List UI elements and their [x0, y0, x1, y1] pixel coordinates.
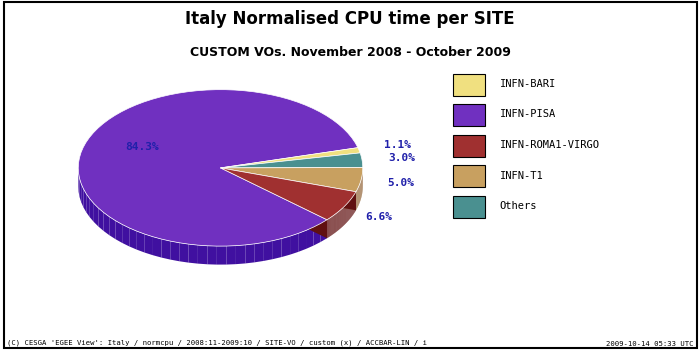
- Text: 1.1%: 1.1%: [384, 140, 412, 150]
- Text: INFN-BARI: INFN-BARI: [500, 79, 556, 89]
- Polygon shape: [94, 203, 99, 226]
- Polygon shape: [80, 178, 81, 202]
- Polygon shape: [170, 241, 179, 261]
- Text: 6.6%: 6.6%: [365, 212, 392, 222]
- Polygon shape: [246, 244, 255, 264]
- Text: 2009-10-14 05:33 UTC: 2009-10-14 05:33 UTC: [606, 341, 693, 346]
- FancyBboxPatch shape: [454, 104, 485, 126]
- Polygon shape: [220, 168, 356, 210]
- Polygon shape: [220, 168, 363, 192]
- Polygon shape: [83, 189, 86, 212]
- Polygon shape: [321, 220, 327, 242]
- Polygon shape: [220, 168, 356, 220]
- Polygon shape: [78, 90, 358, 246]
- Polygon shape: [220, 168, 327, 238]
- Polygon shape: [217, 246, 226, 265]
- Polygon shape: [273, 239, 281, 259]
- Polygon shape: [153, 237, 162, 258]
- Polygon shape: [314, 224, 321, 246]
- Text: Others: Others: [500, 201, 538, 211]
- Polygon shape: [145, 234, 153, 255]
- Polygon shape: [122, 224, 130, 246]
- Polygon shape: [220, 153, 363, 168]
- Polygon shape: [116, 221, 122, 243]
- Polygon shape: [86, 194, 90, 217]
- FancyBboxPatch shape: [454, 74, 485, 96]
- FancyBboxPatch shape: [454, 196, 485, 218]
- Text: 3.0%: 3.0%: [389, 153, 415, 163]
- Polygon shape: [298, 230, 306, 252]
- FancyBboxPatch shape: [454, 166, 485, 187]
- Text: INFN-ROMA1-VIRGO: INFN-ROMA1-VIRGO: [500, 140, 600, 150]
- Polygon shape: [220, 168, 356, 210]
- Polygon shape: [136, 231, 145, 253]
- Polygon shape: [226, 246, 236, 265]
- Polygon shape: [236, 245, 246, 264]
- Text: 84.3%: 84.3%: [125, 141, 159, 152]
- Polygon shape: [90, 199, 94, 222]
- Polygon shape: [78, 173, 80, 197]
- Text: CUSTOM VOs. November 2008 - October 2009: CUSTOM VOs. November 2008 - October 2009: [190, 46, 510, 58]
- Polygon shape: [220, 148, 360, 168]
- Text: INFN-PISA: INFN-PISA: [500, 110, 556, 119]
- Polygon shape: [104, 212, 109, 235]
- Polygon shape: [281, 236, 290, 257]
- Polygon shape: [99, 208, 104, 231]
- Polygon shape: [207, 246, 217, 265]
- Polygon shape: [179, 243, 188, 262]
- Text: Italy Normalised CPU time per SITE: Italy Normalised CPU time per SITE: [186, 10, 514, 28]
- Polygon shape: [162, 239, 170, 260]
- Polygon shape: [188, 244, 198, 264]
- Polygon shape: [198, 245, 207, 264]
- Polygon shape: [220, 168, 327, 238]
- Polygon shape: [109, 217, 116, 239]
- Text: INFN-T1: INFN-T1: [500, 170, 543, 181]
- Polygon shape: [306, 227, 314, 249]
- Polygon shape: [255, 243, 264, 262]
- Polygon shape: [290, 233, 298, 255]
- Polygon shape: [264, 241, 273, 261]
- Polygon shape: [130, 228, 136, 250]
- Text: (C) CESGA 'EGEE View': Italy / normcpu / 2008:11-2009:10 / SITE-VO / custom (x) : (C) CESGA 'EGEE View': Italy / normcpu /…: [7, 340, 427, 346]
- Text: 5.0%: 5.0%: [387, 178, 414, 188]
- FancyBboxPatch shape: [454, 135, 485, 157]
- Polygon shape: [81, 184, 83, 207]
